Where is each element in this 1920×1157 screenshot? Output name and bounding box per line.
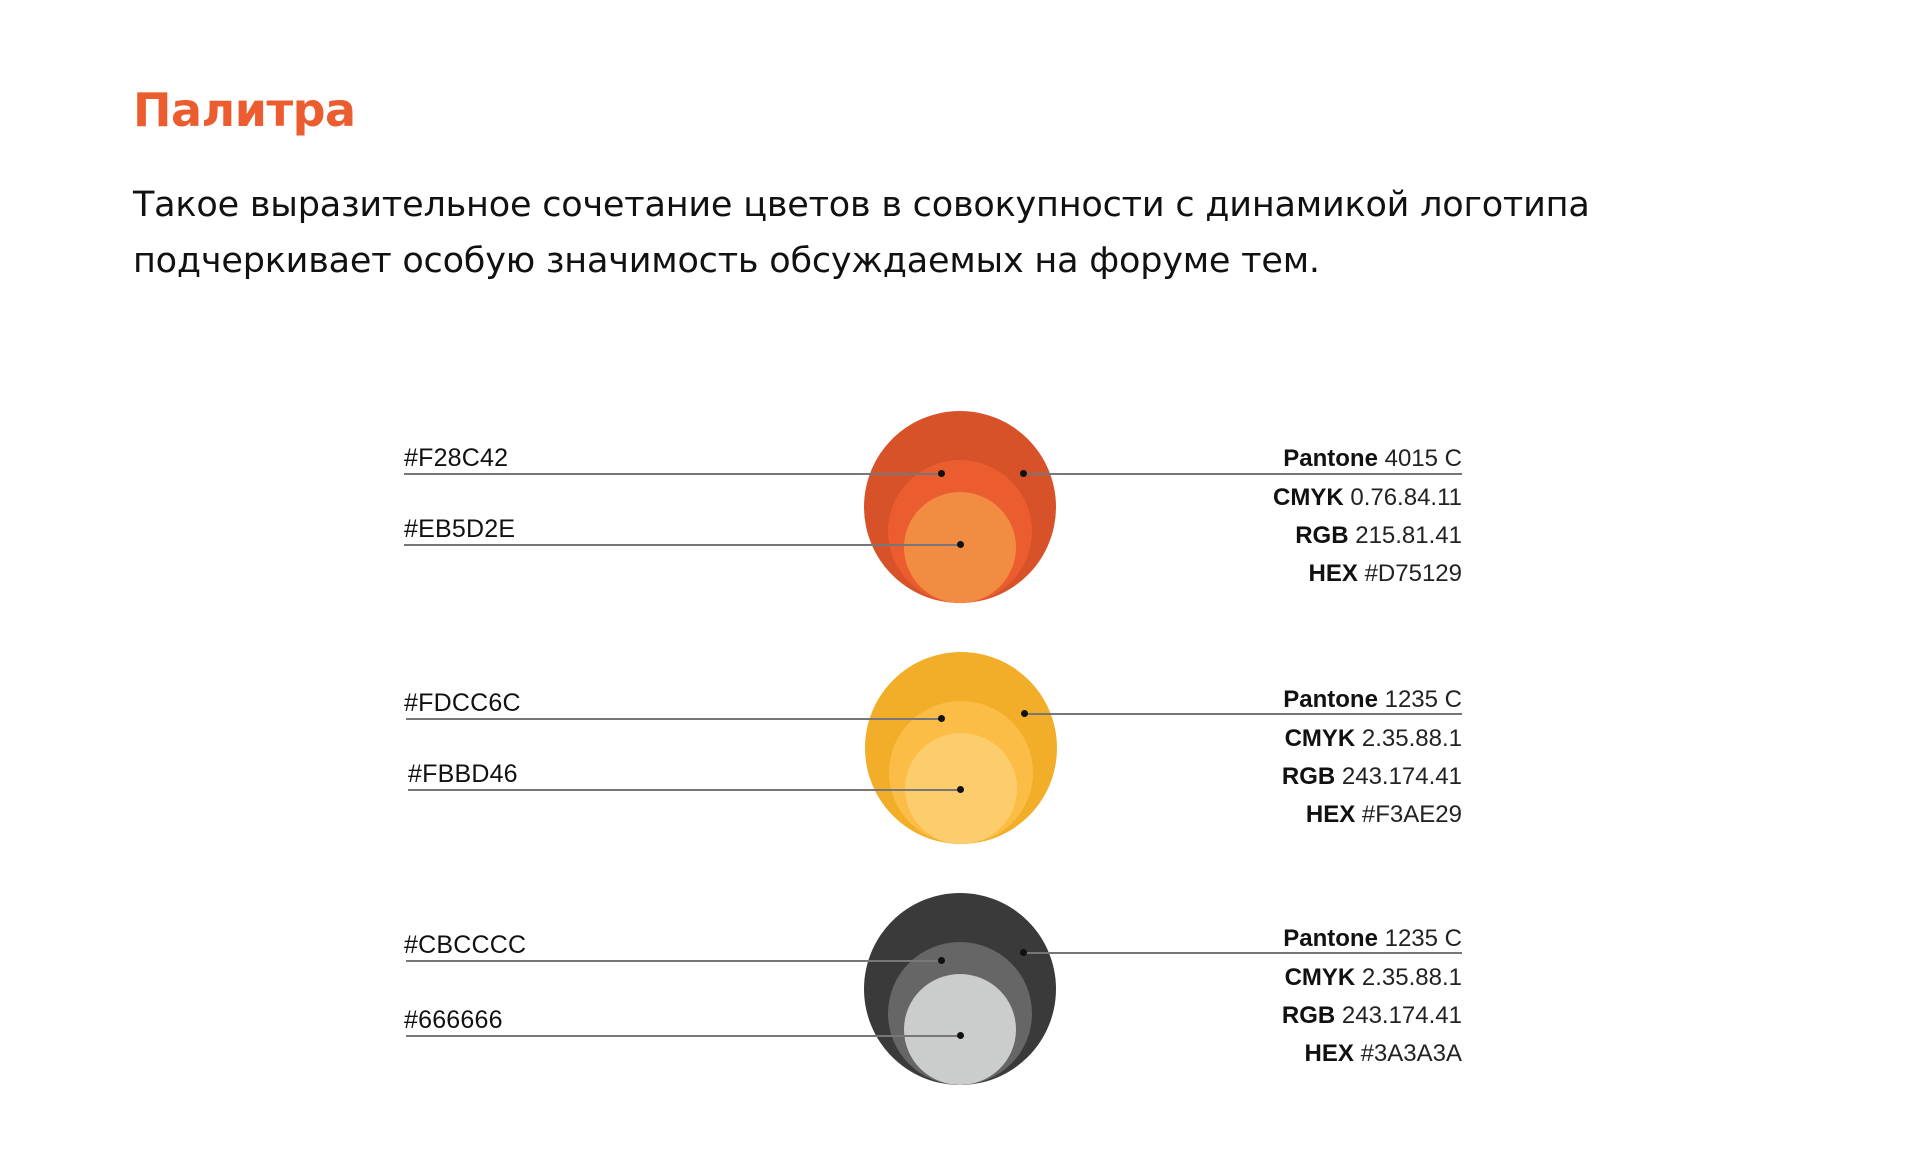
leader-dot xyxy=(1020,949,1027,956)
page-subtitle: Такое выразительное сочетание цветов в с… xyxy=(133,177,1753,289)
hex-label-mid: #666666 xyxy=(404,1006,503,1034)
spec-rgb: RGB 243.174.41 xyxy=(1281,1002,1462,1029)
spec-pantone: Pantone 1235 C xyxy=(1283,686,1462,713)
leader-line-left-2 xyxy=(408,789,960,791)
subtitle-line-1: Такое выразительное сочетание цветов в с… xyxy=(133,185,1590,225)
spec-pantone: Pantone 4015 C xyxy=(1283,445,1462,472)
hex-label-light: #F28C42 xyxy=(404,444,509,472)
leader-dot xyxy=(938,715,945,722)
subtitle-line-2: подчеркивает особую значимость обсуждаем… xyxy=(133,241,1320,281)
hex-label-light: #FDCC6C xyxy=(404,689,521,717)
leader-line-right xyxy=(1024,473,1462,475)
hex-label-mid: #FBBD46 xyxy=(408,760,518,788)
leader-line-left-1 xyxy=(406,718,941,720)
leader-line-left-1 xyxy=(404,473,941,475)
spec-cmyk: CMYK 2.35.88.1 xyxy=(1284,725,1462,752)
leader-line-right xyxy=(1024,952,1462,954)
leader-dot xyxy=(1021,710,1028,717)
leader-dot xyxy=(957,1032,964,1039)
spec-cmyk: CMYK 2.35.88.1 xyxy=(1284,964,1462,991)
leader-dot xyxy=(957,541,964,548)
leader-dot xyxy=(938,957,945,964)
hex-label-light: #CBCCCC xyxy=(404,931,527,959)
leader-dot xyxy=(957,786,964,793)
spec-pantone: Pantone 1235 C xyxy=(1283,925,1462,952)
spec-hex: HEX #3A3A3A xyxy=(1304,1040,1462,1067)
spec-rgb: RGB 215.81.41 xyxy=(1295,522,1462,549)
leader-line-left-1 xyxy=(406,960,941,962)
spec-cmyk: CMYK 0.76.84.11 xyxy=(1273,484,1462,511)
leader-dot xyxy=(1020,470,1027,477)
palette-gray: #CBCCCC #666666 Pantone 1235 C CMYK 2.35… xyxy=(0,893,1920,1093)
leader-line-left-2 xyxy=(404,544,960,546)
hex-label-mid: #EB5D2E xyxy=(404,515,516,543)
spec-hex: HEX #D75129 xyxy=(1308,560,1462,587)
leader-line-left-2 xyxy=(406,1035,960,1037)
palette-orange: #F28C42 #EB5D2E Pantone 4015 C CMYK 0.76… xyxy=(0,411,1920,611)
leader-line-right xyxy=(1025,713,1462,715)
spec-hex: HEX #F3AE29 xyxy=(1305,801,1462,828)
swatch-inner-circle xyxy=(904,974,1016,1085)
palette-yellow: #FDCC6C #FBBD46 Pantone 1235 C CMYK 2.35… xyxy=(0,652,1920,852)
spec-rgb: RGB 243.174.41 xyxy=(1281,763,1462,790)
page-title: Палитра xyxy=(133,83,356,137)
leader-dot xyxy=(938,470,945,477)
